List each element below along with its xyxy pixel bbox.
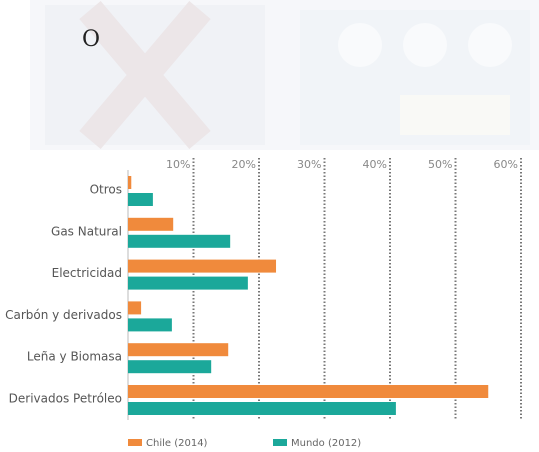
bar [128,385,489,398]
bar [128,259,277,273]
legend-swatch [273,439,287,446]
bar [128,318,172,332]
y-tick-label: Carbón y derivados [5,308,122,322]
bar [128,402,396,415]
bar [128,343,229,357]
y-tick-label: Electricidad [52,266,122,280]
x-tick-label: 30% [297,158,321,171]
y-tick-label: Derivados Petróleo [9,392,122,406]
bar [128,217,174,231]
bar [128,276,248,290]
background-watermark [30,0,539,150]
legend-swatch [128,439,142,446]
x-tick-label: 60% [494,158,518,171]
bar [128,176,132,189]
x-tick-label: 40% [363,158,387,171]
x-tick-label: 10% [166,158,190,171]
bar [128,301,142,315]
y-tick-label: Otros [90,183,122,197]
bar [128,234,231,248]
legend-label: Mundo (2012) [291,438,361,449]
y-tick-label: Leña y Biomasa [27,350,122,364]
x-tick-label: 20% [232,158,256,171]
bar [128,360,212,374]
y-tick-label: Gas Natural [51,224,122,238]
annotation: O [82,27,100,52]
bar [128,193,153,206]
legend-label: Chile (2014) [146,438,208,449]
x-tick-label: 50% [428,158,452,171]
